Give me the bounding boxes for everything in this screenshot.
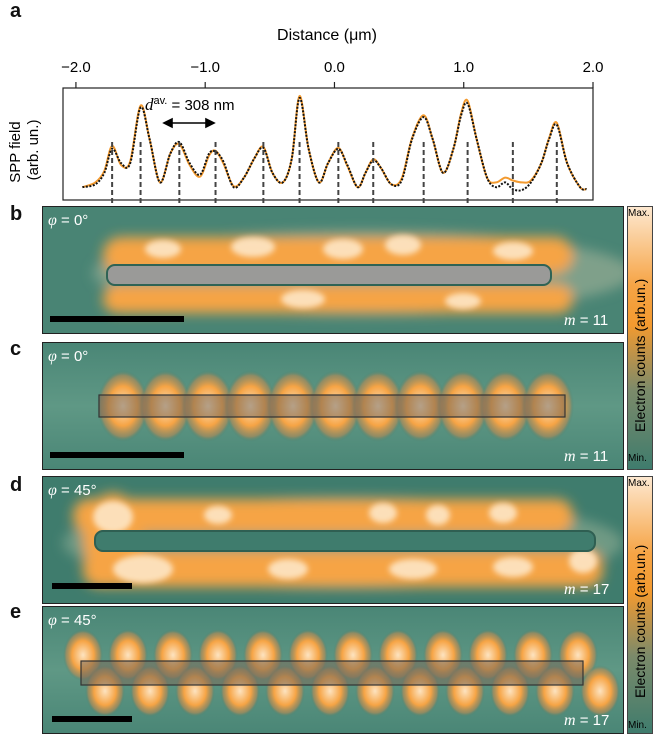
period-annotation-d: d bbox=[145, 95, 154, 114]
colorbar-bottom-title: Electron counts (arb.un.) bbox=[632, 544, 648, 698]
colorbar-bottom-min: Min. bbox=[628, 720, 647, 731]
colorbar-top bbox=[627, 206, 653, 470]
scale-bar-b bbox=[50, 316, 184, 322]
field-lobe bbox=[580, 665, 620, 717]
phi-label-e: φ = 45° bbox=[48, 612, 97, 629]
x-tick-label: 1.0 bbox=[453, 59, 474, 76]
panel-e-image bbox=[42, 606, 624, 734]
period-arrow bbox=[162, 117, 216, 129]
panel-label-c: c bbox=[10, 338, 22, 360]
x-tick-label: −1.0 bbox=[190, 59, 220, 76]
m-label-d: m = 17 bbox=[564, 581, 610, 598]
scale-bar-e bbox=[52, 716, 132, 722]
phi-label-b: φ = 0° bbox=[48, 212, 89, 229]
peak-marker-lines bbox=[111, 142, 558, 236]
panel-label-d: d bbox=[10, 474, 23, 496]
panel-c-image bbox=[42, 342, 624, 470]
scale-bar-c bbox=[50, 452, 184, 458]
spp-field-chart: Distance (μm) −2.0 −1.0 0.0 1.0 2.0 SPP fiel… bbox=[7, 27, 603, 201]
y-axis-label: SPP field (arb. un.) bbox=[7, 117, 42, 183]
period-annotation-value: = 308 nm bbox=[167, 97, 234, 114]
colorbar-top-max: Max. bbox=[628, 208, 650, 219]
m-label-c: m = 11 bbox=[564, 448, 609, 465]
x-tick-label: 0.0 bbox=[324, 59, 345, 76]
nanostructure-outline bbox=[98, 394, 566, 418]
colorbar-top-title: Electron counts (arb.un.) bbox=[632, 278, 648, 432]
y-axis-label-line1: SPP field bbox=[7, 121, 24, 182]
y-axis-label-line2: (arb. un.) bbox=[25, 120, 42, 181]
nanostructure-outline bbox=[106, 264, 552, 286]
x-tick-label: 2.0 bbox=[583, 59, 604, 76]
plot-frame bbox=[62, 87, 594, 201]
m-label-e: m = 17 bbox=[564, 712, 610, 729]
colorbar-top-min: Min. bbox=[628, 453, 647, 464]
scale-bar-d bbox=[52, 583, 132, 589]
measured-curve bbox=[82, 96, 587, 192]
panel-label-e: e bbox=[10, 601, 22, 623]
period-annotation-sup: av. bbox=[154, 95, 168, 107]
colorbar-bottom-max: Max. bbox=[628, 478, 650, 489]
period-annotation: dav. = 308 nm bbox=[145, 95, 235, 114]
panel-label-b: b bbox=[10, 203, 23, 225]
nanostructure-outline bbox=[80, 660, 584, 686]
x-ticks: −2.0 −1.0 0.0 1.0 2.0 bbox=[61, 59, 603, 88]
panel-b-image bbox=[42, 206, 624, 334]
x-tick-label: −2.0 bbox=[61, 59, 91, 76]
colorbar-bottom bbox=[627, 476, 653, 734]
phi-label-d: φ = 45° bbox=[48, 482, 97, 499]
panel-label-a: a bbox=[10, 0, 22, 22]
nanostructure-outline bbox=[94, 530, 596, 552]
x-axis-label: Distance (μm) bbox=[277, 27, 377, 44]
phi-label-c: φ = 0° bbox=[48, 348, 89, 365]
panel-d-image bbox=[42, 476, 624, 604]
m-label-b: m = 11 bbox=[564, 312, 609, 329]
